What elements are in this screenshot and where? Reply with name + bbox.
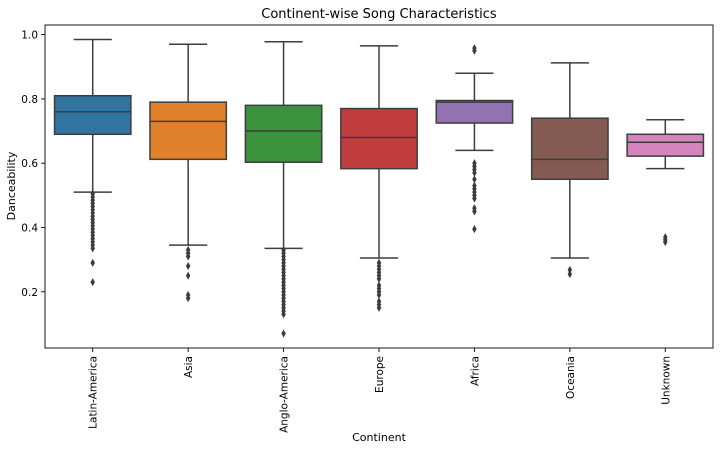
box-group: [435, 44, 514, 234]
outlier-point: [185, 294, 191, 303]
x-tick-label: Anglo-America: [279, 356, 291, 433]
iqr-box: [53, 94, 132, 136]
x-tick-label: Europe: [374, 356, 386, 393]
outlier-point: [376, 274, 382, 283]
x-tick-label: Africa: [469, 356, 481, 386]
outlier-point: [185, 252, 191, 261]
y-tick-label: 0.6: [21, 158, 38, 170]
outlier-point: [663, 237, 668, 246]
outlier-point: [567, 270, 573, 279]
outlier-point: [185, 271, 191, 280]
x-tick-label: Latin-America: [88, 356, 100, 429]
y-tick-label: 0.4: [21, 222, 38, 234]
y-tick-label: 1.0: [21, 30, 38, 42]
outlier-point: [472, 225, 477, 234]
x-tick-label: Oceania: [565, 356, 577, 399]
iqr-box: [435, 99, 514, 124]
outlier-point: [90, 244, 95, 253]
y-axis: 0.2 0.4 0.6 0.8 1.0: [21, 30, 45, 299]
box-group: [53, 38, 132, 287]
iqr-box: [244, 104, 323, 163]
box-group: [530, 62, 609, 279]
outlier-point: [472, 194, 477, 203]
box-group: [626, 119, 705, 246]
iqr-box: [340, 107, 418, 170]
iqr-box: [626, 133, 705, 157]
iqr-box: [530, 117, 609, 181]
chart-title: Continent-wise Song Characteristics: [261, 7, 497, 22]
outlier-point: [472, 46, 477, 55]
outlier-point: [185, 261, 191, 271]
x-axis-label: Continent: [352, 431, 406, 444]
outlier-point: [472, 168, 477, 177]
y-tick-label: 0.8: [21, 94, 38, 106]
outlier-point: [376, 290, 382, 300]
box-group: [244, 40, 323, 338]
x-tick-label: Asia: [183, 356, 195, 378]
outlier-point: [281, 310, 286, 319]
outlier-point: [376, 303, 382, 312]
y-axis-label: Danceability: [5, 151, 18, 220]
outlier-point: [90, 258, 95, 267]
x-axis: Latin-America Asia Anglo-America Europe Afri…: [88, 348, 672, 433]
outlier-point: [472, 207, 477, 216]
outlier-point: [90, 278, 95, 287]
box-group: [340, 45, 418, 312]
x-tick-label: Unknown: [660, 356, 672, 405]
outlier-point: [281, 329, 286, 338]
outlier-point: [567, 265, 573, 274]
outlier-point: [472, 175, 477, 184]
y-tick-label: 0.2: [21, 287, 38, 299]
plot-area: [53, 38, 705, 338]
iqr-box: [149, 101, 228, 161]
box-group: [149, 43, 228, 303]
